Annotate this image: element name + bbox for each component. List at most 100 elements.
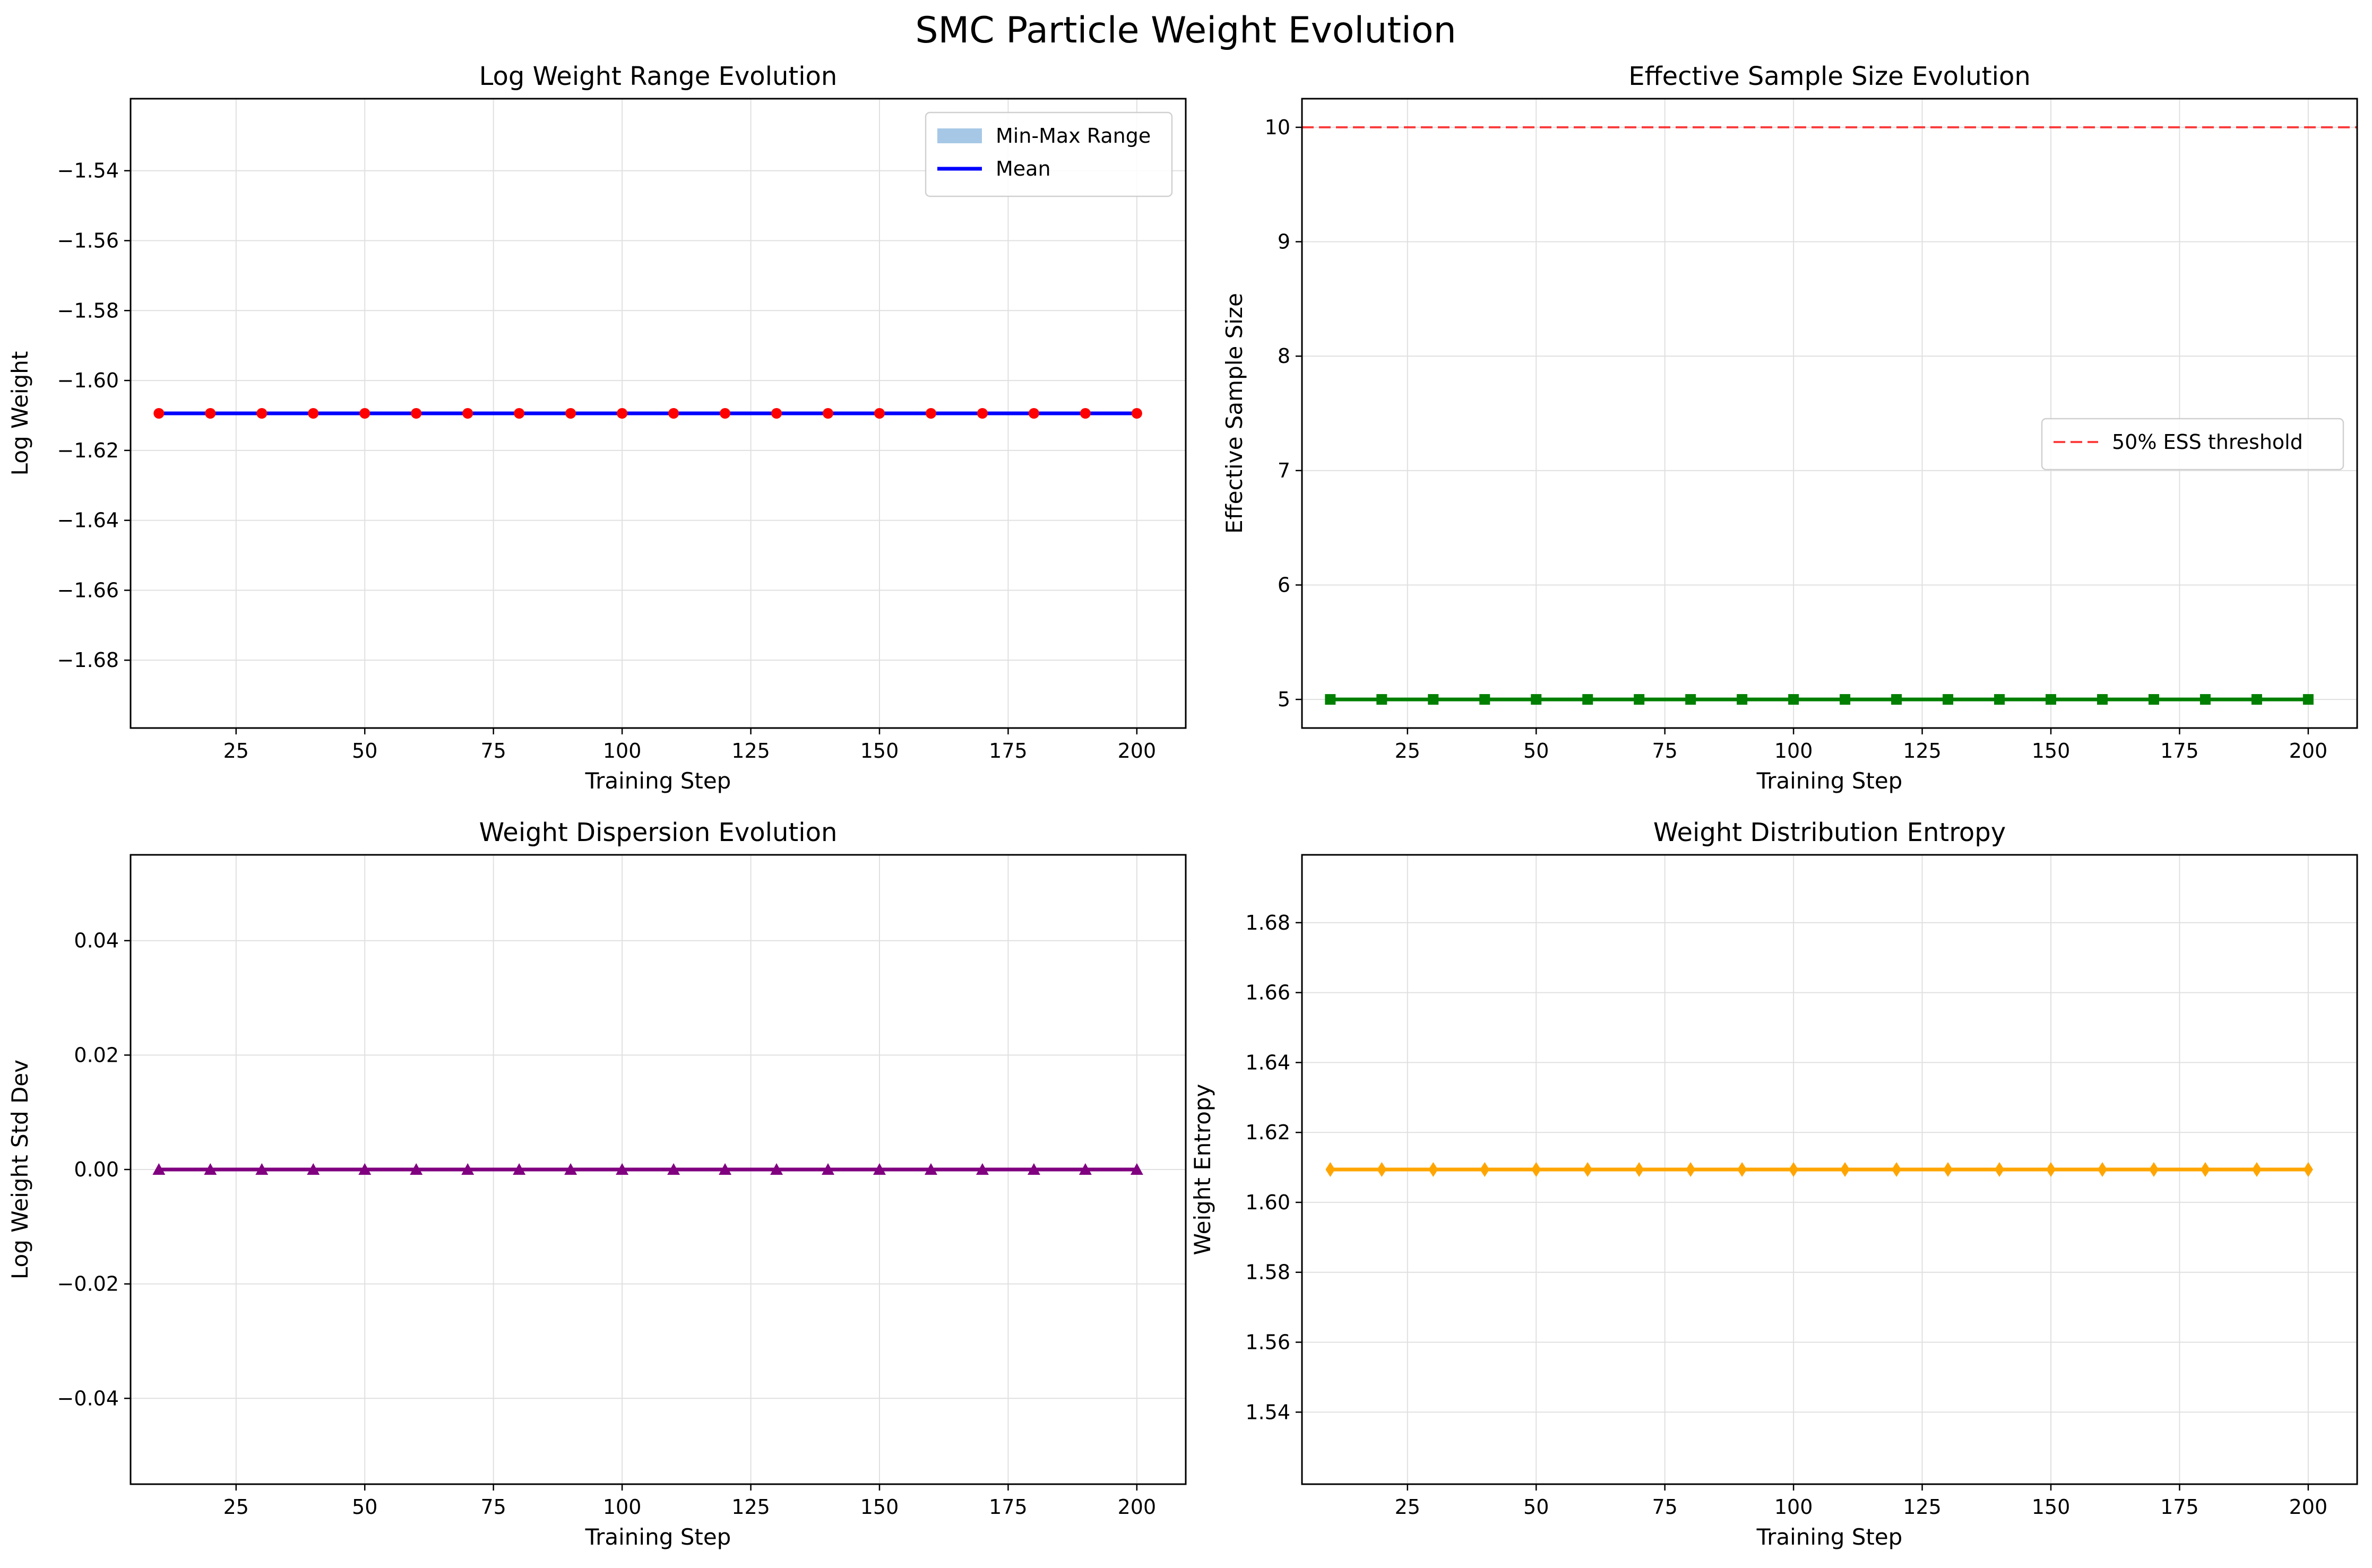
subplot-title: Weight Dispersion Evolution xyxy=(479,818,838,847)
data-point-12 xyxy=(1943,1162,1953,1177)
x-tick-label-7: 200 xyxy=(2289,1495,2328,1519)
data-point-2 xyxy=(255,1163,269,1175)
data-point-19 xyxy=(2302,694,2314,705)
data-point-3 xyxy=(1480,1162,1490,1177)
legend-box xyxy=(925,111,1173,197)
y-tick-label-0: −0.04 xyxy=(57,1387,119,1410)
y-tick-label-0: 1.54 xyxy=(1245,1400,1290,1424)
series-markers xyxy=(1325,694,2314,705)
data-point-8 xyxy=(564,1163,577,1175)
x-tick-label-3: 100 xyxy=(1774,739,1813,763)
data-point-6 xyxy=(1634,1162,1644,1177)
data-point-1 xyxy=(1376,694,1387,705)
series-group xyxy=(1325,1162,2313,1177)
data-point-5 xyxy=(1583,1162,1593,1177)
axis-ticks: 25 50 75 100 125 150 175 200 −0.04 −0.02 0.00 0.02 0… xyxy=(57,929,1157,1519)
data-point-15 xyxy=(2097,1162,2107,1177)
subplot-1: 25 50 75 100 125 150 175 200 −1.68 −1.66 −1.64 −1.6… xyxy=(7,62,1187,794)
y-tick-label-3: 8 xyxy=(1278,344,1290,368)
data-point-9 xyxy=(1789,1162,1799,1177)
x-tick-label-4: 125 xyxy=(1903,1495,1942,1519)
legend: 50% ESS threshold xyxy=(2041,418,2344,471)
y-tick-label-1: −0.02 xyxy=(57,1272,119,1296)
data-point-6 xyxy=(462,408,473,419)
x-tick-label-6: 175 xyxy=(2160,739,2199,763)
x-tick-label-4: 125 xyxy=(1903,739,1942,763)
data-point-11 xyxy=(720,408,731,419)
data-point-10 xyxy=(1840,1162,1850,1177)
data-point-13 xyxy=(1995,1162,2005,1177)
data-point-16 xyxy=(976,1163,989,1175)
data-point-6 xyxy=(1634,694,1645,705)
data-point-13 xyxy=(822,1163,835,1175)
data-point-17 xyxy=(1028,408,1039,419)
x-tick-label-2: 75 xyxy=(1652,739,1677,763)
y-tick-label-7: −1.54 xyxy=(57,159,119,183)
x-tick-label-2: 75 xyxy=(480,1495,506,1519)
y-axis-label: Effective Sample Size xyxy=(1221,293,1247,534)
data-point-2 xyxy=(256,408,268,419)
data-point-19 xyxy=(2303,1162,2313,1177)
axis-ticks: 25 50 75 100 125 150 175 200 5 6 7 8 9 10 xyxy=(1265,116,2327,763)
subplot-grid: 25 50 75 100 125 150 175 200−1.68−1.66−1.64−1.6… xyxy=(7,62,2358,1550)
subplot-title: Weight Distribution Entropy xyxy=(1653,818,2006,847)
plot-frame xyxy=(1301,98,2358,729)
data-point-11 xyxy=(1891,694,1902,705)
data-point-16 xyxy=(2149,1162,2159,1177)
data-point-9 xyxy=(1788,694,1799,705)
subplot-4: 25 50 75 100 125 150 175 200 1.54 1.56 1.58 1.60 1.6… xyxy=(1189,818,2358,1550)
y-tick-label-6: −1.56 xyxy=(57,229,119,253)
data-point-8 xyxy=(565,408,576,419)
y-tick-label-3: 0.02 xyxy=(74,1043,119,1067)
y-tick-label-2: 1.58 xyxy=(1245,1261,1290,1284)
data-point-18 xyxy=(2252,1162,2262,1177)
legend-entry-label: Min-Max Range xyxy=(996,124,1151,148)
data-point-5 xyxy=(411,408,422,419)
data-point-14 xyxy=(873,1163,886,1175)
y-tick-label-5: 10 xyxy=(1265,116,1290,139)
data-point-10 xyxy=(667,1163,680,1175)
y-tick-label-4: 0.04 xyxy=(74,929,119,952)
y-tick-label-7: 1.68 xyxy=(1245,911,1290,934)
data-point-2 xyxy=(1428,694,1439,705)
y-tick-label-1: 1.56 xyxy=(1245,1330,1290,1354)
series-group xyxy=(153,408,1142,419)
data-point-5 xyxy=(1582,694,1593,705)
x-tick-label-3: 100 xyxy=(603,739,642,763)
axis-ticks: 25 50 75 100 125 150 175 200 1.54 1.56 1.58 1.60 1.6… xyxy=(1245,911,2327,1519)
x-axis-label: Training Step xyxy=(585,768,731,794)
data-point-6 xyxy=(461,1163,475,1175)
legend-entry-label: Mean xyxy=(996,157,1051,180)
y-axis-label: Log Weight Std Dev xyxy=(7,1060,33,1279)
x-tick-label-5: 150 xyxy=(860,1495,899,1519)
x-tick-label-5: 150 xyxy=(2032,739,2071,763)
data-point-15 xyxy=(2097,694,2108,705)
x-tick-label-0: 25 xyxy=(223,739,249,763)
x-tick-label-6: 175 xyxy=(2160,1495,2199,1519)
data-point-11 xyxy=(1892,1162,1902,1177)
x-tick-label-3: 100 xyxy=(1774,1495,1813,1519)
data-point-2 xyxy=(1428,1162,1438,1177)
data-point-0 xyxy=(153,408,165,419)
x-tick-label-6: 175 xyxy=(989,1495,1028,1519)
y-tick-label-2: 0.00 xyxy=(74,1158,119,1181)
data-point-13 xyxy=(1994,694,2005,705)
data-point-15 xyxy=(924,1163,937,1175)
data-point-11 xyxy=(719,1163,732,1175)
y-tick-label-1: −1.66 xyxy=(57,578,119,602)
y-tick-label-3: −1.62 xyxy=(57,439,119,462)
plot-frame xyxy=(130,854,1187,1485)
y-axis-label: Weight Entropy xyxy=(1189,1084,1215,1255)
subplot-title: Effective Sample Size Evolution xyxy=(1628,62,2031,91)
data-point-8 xyxy=(1737,1162,1747,1177)
subplot-3: 25 50 75 100 125 150 175 200 −0.04 −0.02 0.00 0.02 0… xyxy=(7,818,1187,1550)
y-tick-label-2: −1.64 xyxy=(57,509,119,532)
data-point-7 xyxy=(1686,1162,1696,1177)
plot-frame xyxy=(1301,854,2358,1485)
y-tick-label-5: −1.58 xyxy=(57,299,119,322)
x-tick-label-5: 150 xyxy=(2032,1495,2071,1519)
y-tick-label-0: −1.68 xyxy=(57,648,119,672)
gridlines xyxy=(131,99,1186,728)
y-tick-label-6: 1.66 xyxy=(1245,981,1290,1004)
